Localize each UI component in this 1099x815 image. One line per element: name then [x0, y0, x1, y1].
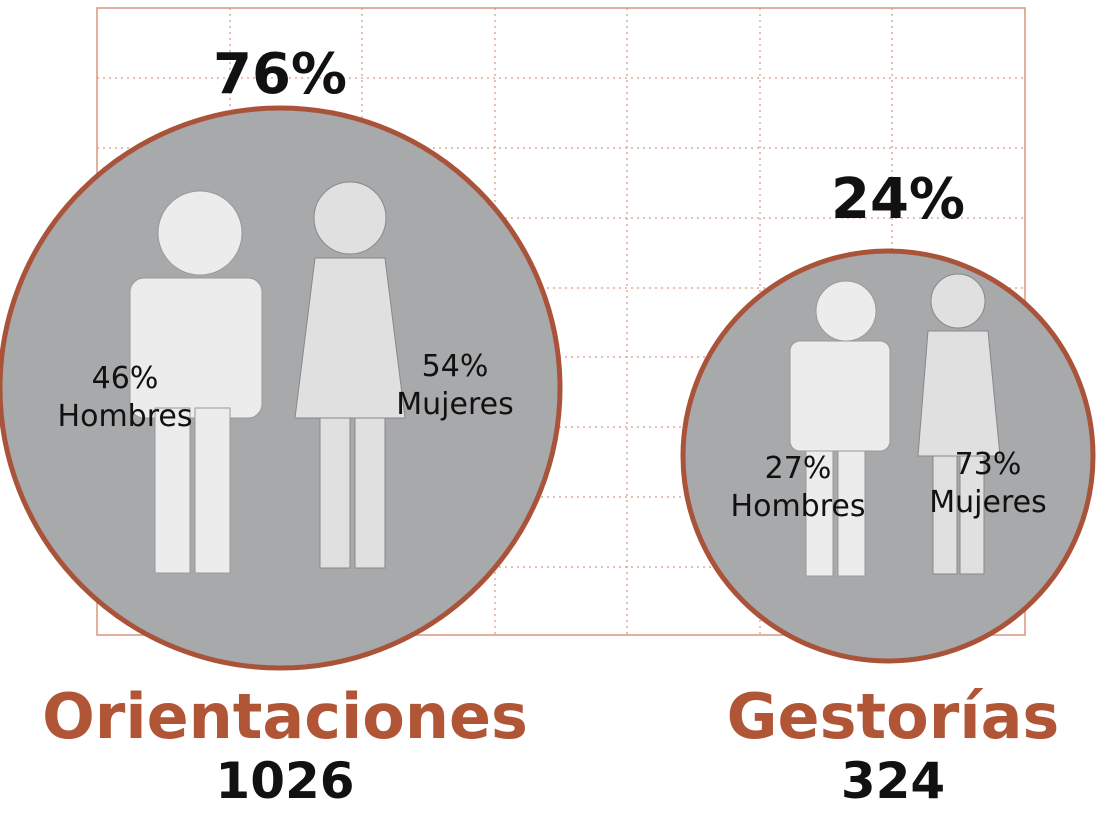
men-label: Hombres: [58, 399, 193, 434]
circle: [680, 248, 1096, 664]
men-label: Hombres: [731, 489, 866, 524]
group: 24% 27% Hombres 73% Mujeres Gestorías 32…: [680, 167, 1096, 810]
share: 24%: [831, 167, 965, 232]
men-pct: 27%: [765, 451, 832, 486]
men-pct: 46%: [92, 361, 159, 396]
woman-figure: [294, 181, 406, 569]
women-pct: 54%: [422, 349, 489, 384]
group: 76% 46% Hombres 54% Mujeres Orientacione…: [0, 42, 563, 810]
women-label: Mujeres: [396, 387, 513, 422]
circle: [0, 105, 563, 671]
group-total: 1026: [215, 752, 354, 810]
man-figure: [789, 280, 891, 577]
women-pct: 73%: [955, 447, 1022, 482]
group-title: Orientaciones: [42, 680, 528, 753]
group-title: Gestorías: [727, 680, 1060, 753]
woman-figure: [917, 273, 1001, 575]
women-label: Mujeres: [929, 485, 1046, 520]
man-figure: [129, 190, 263, 574]
group-total: 324: [841, 752, 945, 810]
share: 76%: [213, 42, 347, 107]
